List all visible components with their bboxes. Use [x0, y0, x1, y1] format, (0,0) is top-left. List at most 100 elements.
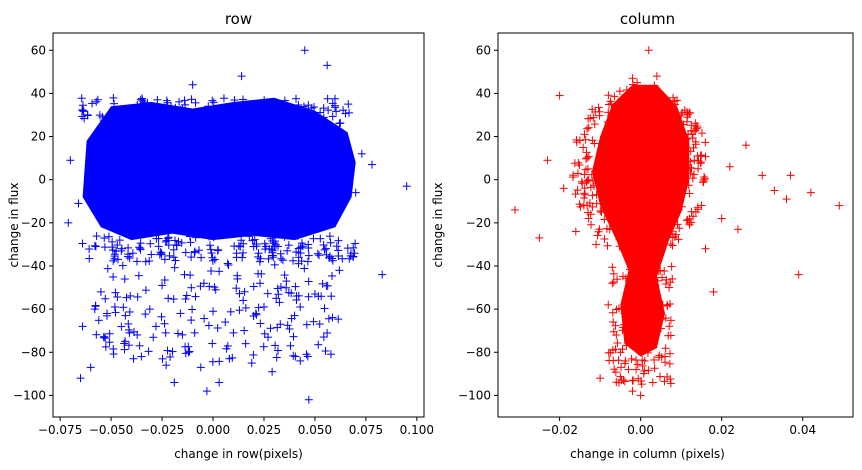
- row-fringe-point: [77, 94, 86, 103]
- row-fringe-point: [288, 256, 297, 265]
- row-fringe-point: [236, 242, 245, 251]
- row-lower-point: [253, 252, 262, 261]
- row-lower-point: [294, 259, 303, 268]
- column-fringe-point: [595, 225, 604, 234]
- row-fringe-point: [163, 98, 172, 107]
- column-lower-point: [640, 325, 649, 334]
- row-fringe-point: [301, 106, 310, 115]
- column-lower-point: [647, 309, 656, 318]
- row-lower-point: [119, 303, 128, 312]
- column-fringe-point: [669, 111, 678, 120]
- row-data-point: [229, 328, 238, 337]
- row-fringe-point: [99, 116, 108, 125]
- row-lower-point: [172, 241, 181, 250]
- column-fringe-point: [666, 240, 675, 249]
- row-fringe-point: [124, 104, 133, 113]
- column-fringe-point: [583, 153, 592, 162]
- y-tick-label: −60: [466, 302, 491, 316]
- row-lower-point: [280, 271, 289, 280]
- column-fringe-point: [691, 119, 700, 128]
- column-data-point: [806, 188, 815, 197]
- column-fringe-point: [632, 100, 641, 109]
- column-lower-point: [666, 375, 675, 384]
- row-fringe-point: [273, 242, 282, 251]
- x-tick-label: −0.025: [140, 423, 184, 437]
- row-fringe-point: [328, 112, 337, 121]
- row-data-point: [225, 354, 234, 363]
- column-data-point: [709, 287, 718, 296]
- column-fringe-point: [697, 151, 706, 160]
- row-dense-cluster: [77, 93, 360, 366]
- column-fringe-point: [573, 169, 582, 178]
- row-lower-point: [121, 337, 130, 346]
- column-fringe-point: [654, 98, 663, 107]
- column-title: column: [620, 10, 675, 28]
- row-lower-point: [235, 289, 244, 298]
- column-fringe-point: [628, 235, 637, 244]
- row-fringe-point: [311, 111, 320, 120]
- row-lower-point: [120, 345, 129, 354]
- column-lower-point: [640, 366, 649, 375]
- column-lower-point: [654, 297, 663, 306]
- y-tick-label: 40: [476, 86, 491, 100]
- row-fringe-point: [292, 247, 301, 256]
- row-fringe-point: [259, 106, 268, 115]
- row-lower-point: [325, 252, 334, 261]
- column-fringe-point: [638, 235, 647, 244]
- column-fringe-point: [685, 108, 694, 117]
- row-fringe-point: [178, 104, 187, 113]
- column-lower-point: [643, 267, 652, 276]
- row-lower-point: [110, 254, 119, 263]
- row-data-point: [64, 218, 73, 227]
- column-fringe-point: [648, 96, 657, 105]
- row-fringe-point: [284, 241, 293, 250]
- row-lower-point: [215, 267, 224, 276]
- row-lower-point: [240, 326, 249, 335]
- row-lower-point: [317, 292, 326, 301]
- column-data-point: [535, 233, 544, 242]
- column-lower-point: [658, 301, 667, 310]
- column-data-point: [669, 93, 678, 102]
- row-lower-point: [154, 242, 163, 251]
- column-fringe-point: [673, 220, 682, 229]
- row-lower-point: [210, 283, 219, 292]
- column-lower-point: [631, 303, 640, 312]
- row-data-point: [141, 257, 150, 266]
- row-lower-point: [111, 308, 120, 317]
- column-fringe-point: [629, 241, 638, 250]
- column-fringe-point: [690, 170, 699, 179]
- row-fringe-point: [304, 251, 313, 260]
- column-fringe-point: [685, 189, 694, 198]
- column-fringe-point: [671, 210, 680, 219]
- column-fringe-point: [672, 230, 681, 239]
- column-data-point: [628, 74, 637, 83]
- row-lower-point: [304, 277, 313, 286]
- row-lower-point: [188, 305, 197, 314]
- row-lower-point: [113, 293, 122, 302]
- column-fringe-point: [650, 225, 659, 234]
- column-lower-point: [634, 277, 643, 286]
- column-fringe-point: [682, 135, 691, 144]
- column-fringe-point: [570, 159, 579, 168]
- row-lower-point: [173, 329, 182, 338]
- row-fringe-point: [190, 248, 199, 257]
- row-data-point: [145, 305, 154, 314]
- row-lower-point: [260, 329, 269, 338]
- row-lower-point: [169, 295, 178, 304]
- column-lower-point: [663, 301, 672, 310]
- x-tick-label: 0.100: [400, 423, 434, 437]
- row-fringe-point: [113, 240, 122, 249]
- column-fringe-point: [681, 142, 690, 151]
- row-lower-point: [191, 292, 200, 301]
- row-fringe-point: [183, 116, 192, 125]
- row-fringe-point: [145, 257, 154, 266]
- row-lower-point: [223, 259, 232, 268]
- column-fringe-point: [691, 137, 700, 146]
- row-fringe-point: [232, 249, 241, 258]
- row-lower-point: [181, 342, 190, 351]
- row-data-point: [121, 311, 130, 320]
- column-fringe-point: [600, 215, 609, 224]
- row-data-point: [300, 46, 309, 55]
- row-fringe-point: [281, 102, 290, 111]
- row-data-point: [66, 156, 75, 165]
